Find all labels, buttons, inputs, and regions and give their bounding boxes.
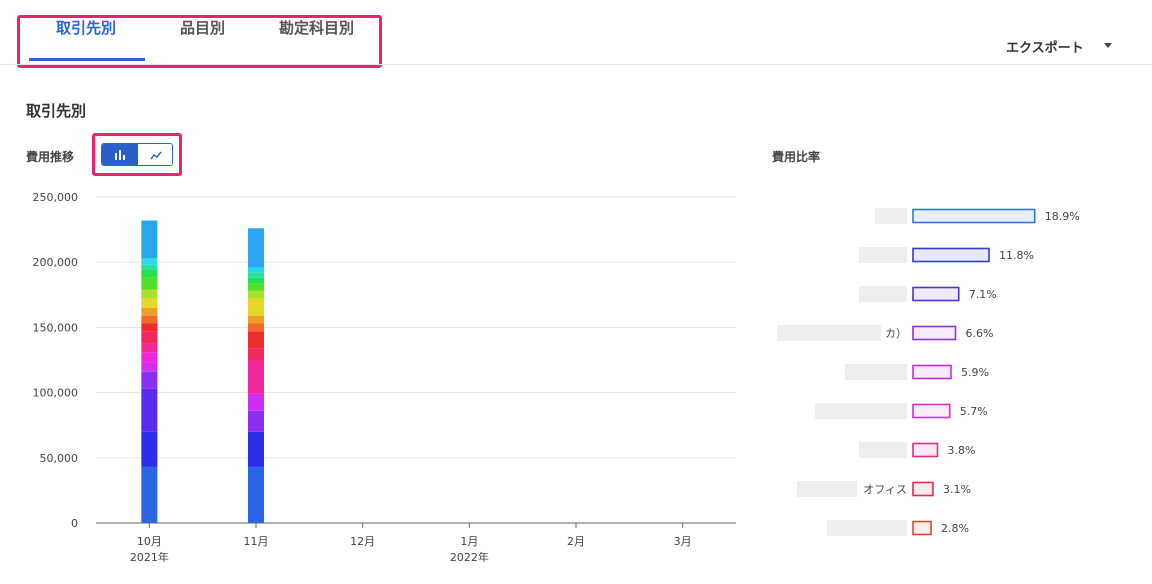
- stacked-bar-segment[interactable]: [141, 315, 158, 324]
- expense-trend-chart: 0 50,000 100,000 150,000 200,000 250,000 10月 20…: [33, 191, 736, 564]
- stacked-bar-segment[interactable]: [248, 228, 264, 268]
- stacked-bar-segment[interactable]: [141, 220, 158, 259]
- stacked-bar-segment[interactable]: [141, 323, 158, 332]
- ratio-value-label: 11.8%: [999, 249, 1034, 262]
- ratio-bar[interactable]: [912, 442, 939, 458]
- x-year-label: 2022年: [450, 550, 489, 564]
- redacted-name-block: [845, 364, 907, 380]
- stacked-bar-segment[interactable]: [248, 331, 264, 349]
- ratio-category-label: カ）: [885, 327, 907, 340]
- x-tick-label: 12月: [350, 535, 375, 548]
- tab-bar-highlight: [17, 15, 382, 68]
- redacted-name-block: [815, 403, 907, 419]
- ratio-value-label: 3.1%: [943, 483, 971, 496]
- expense-ratio-chart: 18.9% 11.8% 7.1% カ） 6.6% 5.9% 5.7% 3.8% オフィス 3.1%…: [777, 208, 1080, 536]
- redacted-name-block: [859, 286, 907, 302]
- tab-by-supplier[interactable]: 取引先別: [56, 19, 117, 37]
- stacked-bar-segment[interactable]: [248, 348, 264, 360]
- x-year-label: 2021年: [130, 550, 169, 564]
- x-tick-label: 1月: [460, 535, 478, 548]
- stacked-bar-segment[interactable]: [248, 315, 264, 324]
- bar-chart-toggle-button[interactable]: [102, 144, 138, 165]
- x-tick-label: 11月: [244, 535, 269, 548]
- bar-chart-icon: [115, 149, 125, 160]
- header-divider: [0, 64, 1152, 65]
- redacted-name-block: [827, 520, 907, 536]
- ratio-bar[interactable]: [912, 208, 1036, 224]
- stacked-bar-segment[interactable]: [141, 362, 158, 372]
- stacked-bar-segment[interactable]: [248, 431, 264, 467]
- stacked-bar-segment[interactable]: [141, 270, 158, 278]
- stacked-bar-segment[interactable]: [248, 267, 264, 273]
- ratio-value-label: 5.9%: [961, 366, 989, 379]
- stacked-bar-segment[interactable]: [248, 360, 264, 394]
- stacked-bar-segment[interactable]: [141, 431, 158, 467]
- ratio-bar[interactable]: [912, 286, 960, 302]
- redacted-name-block: [777, 325, 881, 341]
- y-tick-label: 100,000: [33, 387, 79, 400]
- trend-label: 費用推移: [26, 150, 75, 164]
- y-tick-label: 50,000: [40, 452, 79, 465]
- ratio-value-label: 18.9%: [1045, 210, 1080, 223]
- stacked-bar-segment[interactable]: [141, 277, 158, 290]
- stacked-bar-segment[interactable]: [248, 410, 264, 432]
- stacked-bar-segment[interactable]: [248, 277, 264, 284]
- y-tick-label: 0: [71, 517, 78, 530]
- ratio-label: 費用比率: [772, 150, 821, 164]
- stacked-bar-segment[interactable]: [248, 283, 264, 291]
- tab-by-item[interactable]: 品目別: [180, 19, 226, 37]
- stacked-bar-segment[interactable]: [141, 258, 158, 265]
- stacked-bar-segment[interactable]: [141, 388, 158, 432]
- stacked-bar-segment[interactable]: [141, 264, 158, 271]
- ratio-value-label: 2.8%: [941, 522, 969, 535]
- ratio-value-label: 3.8%: [947, 444, 975, 457]
- y-tick-label: 150,000: [33, 321, 79, 334]
- stacked-bar-segment[interactable]: [248, 323, 264, 332]
- redacted-name-block: [797, 481, 857, 497]
- y-tick-label: 200,000: [33, 256, 79, 269]
- stacked-bar-segment[interactable]: [141, 371, 158, 389]
- tab-by-account[interactable]: 勘定科目別: [279, 19, 355, 37]
- caret-down-icon[interactable]: [1104, 43, 1112, 48]
- ratio-value-label: 7.1%: [969, 288, 997, 301]
- export-button[interactable]: エクスポート: [1006, 41, 1084, 56]
- redacted-name-block: [859, 247, 907, 263]
- ratio-value-label: 5.7%: [960, 405, 988, 418]
- section-title: 取引先別: [26, 102, 87, 120]
- stacked-bar-segment[interactable]: [248, 298, 264, 316]
- stacked-bar-segment[interactable]: [248, 290, 264, 299]
- toggle-highlight: [92, 133, 182, 176]
- ratio-bar[interactable]: [912, 403, 951, 419]
- redacted-name-block: [859, 442, 907, 458]
- ratio-bar[interactable]: [912, 481, 934, 497]
- x-tick-label: 10月: [137, 535, 162, 548]
- line-chart-icon: [150, 151, 162, 159]
- stacked-bar-segment[interactable]: [141, 331, 158, 344]
- chart-type-toggle: [101, 143, 173, 166]
- ratio-category-label: オフィス: [863, 483, 907, 496]
- ratio-bar[interactable]: [912, 520, 932, 536]
- stacked-bar-segment[interactable]: [141, 352, 158, 363]
- stacked-bar-segment[interactable]: [141, 343, 158, 353]
- stacked-bar-segment[interactable]: [141, 298, 158, 308]
- y-tick-label: 250,000: [33, 191, 79, 204]
- x-tick-label: 3月: [674, 535, 692, 548]
- stacked-bar-segment[interactable]: [141, 307, 158, 316]
- line-chart-toggle-button[interactable]: [138, 144, 172, 165]
- active-tab-underline: [29, 58, 145, 61]
- ratio-bar[interactable]: [912, 364, 952, 380]
- ratio-bar[interactable]: [912, 247, 990, 263]
- stacked-bar-segment[interactable]: [248, 466, 264, 523]
- stacked-bar-segment[interactable]: [248, 393, 264, 411]
- ratio-bar[interactable]: [912, 325, 957, 341]
- x-tick-label: 2月: [567, 535, 585, 548]
- stacked-bar-segment[interactable]: [141, 466, 158, 523]
- redacted-name-block: [875, 208, 907, 224]
- ratio-value-label: 6.6%: [966, 327, 994, 340]
- stacked-bar-segment[interactable]: [141, 289, 158, 299]
- stacked-bar-segment[interactable]: [248, 272, 264, 278]
